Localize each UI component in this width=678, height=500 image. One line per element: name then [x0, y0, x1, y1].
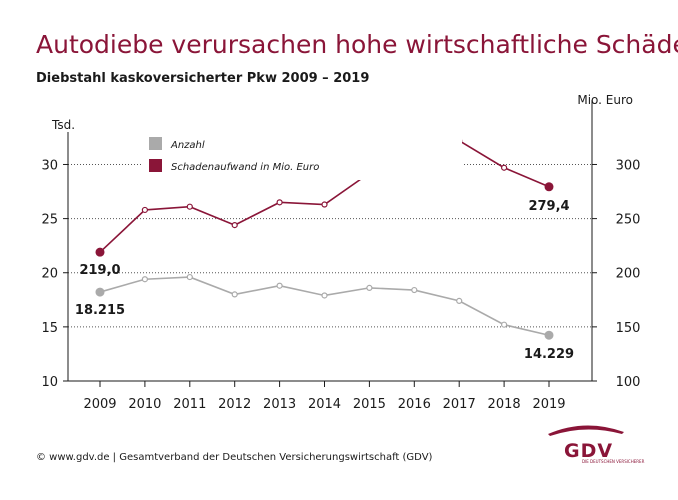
series-endpoint [544, 182, 554, 192]
series-point [141, 206, 148, 214]
logo-swoosh [548, 425, 624, 436]
series-point [231, 291, 238, 298]
series-point [231, 222, 238, 229]
x-tick-label: 2016 [398, 397, 431, 412]
series-endpoint [544, 330, 554, 340]
legend-swatch-schadenaufwand [149, 159, 162, 172]
x-tick-label: 2010 [128, 397, 161, 412]
logo-text: GDV [564, 440, 613, 462]
x-tick-label: 2018 [488, 397, 521, 412]
logo-subtext: DIE DEUTSCHEN VERSICHERER [582, 459, 645, 464]
series-endpoint [95, 247, 105, 257]
series-point [276, 199, 283, 206]
gdv-logo: GDV DIE DEUTSCHEN VERSICHERER [548, 425, 645, 464]
right-tick-label: 150 [616, 321, 641, 336]
axes [63, 100, 597, 387]
legend-label-anzahl: Anzahl [170, 140, 205, 151]
x-tick-label: 2017 [443, 397, 476, 412]
data-label-schaden-2009: 219,0 [79, 263, 120, 278]
chart-title: Autodiebe verursachen hohe wirtschaftlic… [36, 30, 678, 59]
tick-labels: 10 15 20 25 30 100 150 200 250 300 2009 2010 2011 201… [41, 158, 640, 412]
data-label-anzahl-2019: 14.229 [524, 347, 574, 362]
series-point [321, 201, 328, 208]
x-tick-label: 2012 [218, 397, 251, 412]
series-point [411, 286, 418, 294]
chart-subtitle: Diebstahl kaskoversicherter Pkw 2009 – 2… [36, 71, 370, 86]
x-tick-label: 2009 [83, 397, 116, 412]
right-axis-label: Mio. Euro [577, 93, 633, 107]
data-label-schaden-2019: 279,4 [528, 199, 569, 214]
series-point [276, 282, 283, 289]
series-endpoint [95, 287, 105, 297]
footer-credit: © www.gdv.de | Gesamtverband der Deutsch… [36, 452, 433, 463]
left-tick-label: 10 [41, 375, 58, 390]
legend-swatch-anzahl [149, 137, 162, 150]
right-tick-label: 250 [616, 213, 641, 228]
legend: Anzahl Schadenaufwand in Mio. Euro [142, 121, 462, 180]
x-tick-label: 2014 [308, 397, 341, 412]
series-point [501, 164, 508, 171]
gridlines [68, 163, 592, 328]
data-label-anzahl-2009: 18.215 [75, 303, 125, 318]
series-point [186, 273, 193, 281]
x-tick-label: 2013 [263, 397, 296, 412]
series-point [186, 203, 193, 210]
left-tick-label: 25 [41, 213, 58, 228]
series-point [456, 297, 463, 304]
series-point [501, 321, 508, 328]
right-tick-label: 200 [616, 267, 641, 282]
data-labels: 219,0 279,4 18.215 14.229 [75, 199, 574, 362]
series-point [141, 276, 148, 283]
right-tick-label: 300 [616, 158, 641, 173]
left-tick-label: 30 [41, 158, 58, 173]
left-axis-label: Tsd. [51, 118, 75, 132]
x-tick-label: 2015 [353, 397, 386, 412]
legend-label-schadenaufwand: Schadenaufwand in Mio. Euro [171, 162, 319, 173]
legend-background [142, 121, 462, 180]
left-tick-label: 15 [41, 321, 58, 336]
series-point [321, 292, 328, 299]
x-tick-label: 2011 [173, 397, 206, 412]
x-tick-label: 2019 [532, 397, 565, 412]
series-point [366, 284, 373, 291]
left-tick-label: 20 [41, 267, 58, 282]
right-tick-label: 100 [616, 375, 641, 390]
